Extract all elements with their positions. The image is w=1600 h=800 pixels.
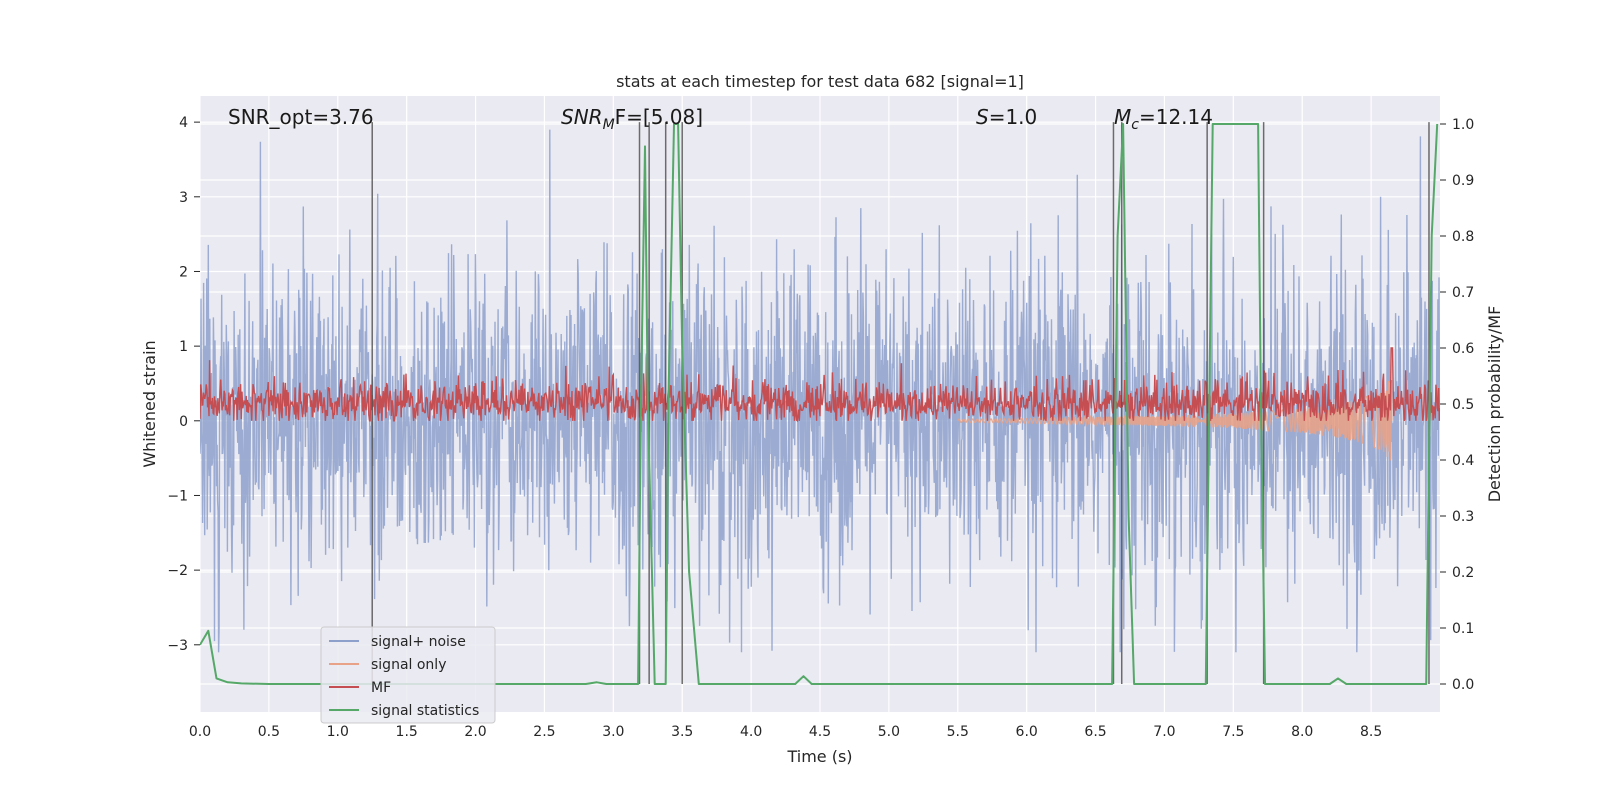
x-tick-label: 3.5 xyxy=(671,724,693,740)
y-right-tick-label: 0.1 xyxy=(1452,621,1474,637)
legend-label-signal-only: signal only xyxy=(371,657,446,673)
annotation-snr-mf-symbol: SNR xyxy=(561,105,603,129)
y-right-tick-labels: 1.0 0.9 0.8 0.7 0.6 0.5 0.4 0.3 0.2 0.1 0.0 xyxy=(1440,117,1474,693)
y-right-tick-label: 0.7 xyxy=(1452,285,1474,301)
x-tick-label: 8.5 xyxy=(1360,724,1382,740)
x-tick-label: 5.5 xyxy=(947,724,969,740)
x-tick-label: 8.0 xyxy=(1291,724,1313,740)
y-right-tick-label: 0.0 xyxy=(1452,677,1474,693)
x-tick-label: 5.0 xyxy=(878,724,900,740)
x-tick-label: 1.5 xyxy=(396,724,418,740)
legend: signal+ noise signal only MF signal stat… xyxy=(320,626,496,724)
x-tick-label: 7.5 xyxy=(1222,724,1244,740)
y-right-tick-label: 0.4 xyxy=(1452,453,1474,469)
series-layer xyxy=(200,122,1440,685)
annotation-mc-symbol: M xyxy=(1114,105,1131,129)
legend-label-signal-noise: signal+ noise xyxy=(371,634,466,650)
annotation-snr-opt: SNR_opt=3.76 xyxy=(228,105,374,129)
y-right-tick-label: 1.0 xyxy=(1452,117,1474,133)
y-tick-label: 0 xyxy=(179,414,188,430)
x-axis-label: Time (s) xyxy=(786,747,852,766)
x-tick-label: 6.5 xyxy=(1084,724,1106,740)
y-tick-label: 1 xyxy=(179,339,188,355)
annotation-s-value: =1.0 xyxy=(989,105,1038,129)
signal-only-series xyxy=(957,380,1393,461)
chart-title: stats at each timestep for test data 682… xyxy=(616,72,1024,91)
mf-series xyxy=(200,347,1440,423)
annotation-snr-mf: SNRMF=[5.08] xyxy=(561,105,703,133)
y-tick-label: −2 xyxy=(167,563,188,579)
y-right-tick-label: 0.5 xyxy=(1452,397,1474,413)
x-tick-labels: 0.0 0.5 1.0 1.5 2.0 2.5 3.0 3.5 4.0 4.5 5.0 5.5 6.0 6… xyxy=(189,724,1382,740)
x-tick-label: 4.0 xyxy=(740,724,762,740)
y-right-tick-label: 0.3 xyxy=(1452,509,1474,525)
y-right-tick-label: 0.8 xyxy=(1452,229,1474,245)
signal-statistics-series xyxy=(200,123,1439,685)
y-right-tick-label: 0.6 xyxy=(1452,341,1474,357)
annotation-snr-mf-subscript: M xyxy=(603,117,615,133)
annotation-mc-subscript: c xyxy=(1131,117,1139,133)
legend-box xyxy=(320,626,496,724)
x-tick-label: 1.0 xyxy=(327,724,349,740)
y-tick-label: −1 xyxy=(167,488,188,504)
x-tick-label: 6.0 xyxy=(1016,724,1038,740)
y-right-tick-label: 0.2 xyxy=(1452,565,1474,581)
x-tick-label: 7.0 xyxy=(1153,724,1175,740)
y-tick-labels: 4 3 2 1 0 −1 −2 −3 xyxy=(167,115,200,654)
x-tick-label: 0.0 xyxy=(189,724,211,740)
annotation-s-symbol: S xyxy=(976,105,989,129)
y-right-tick-label: 0.9 xyxy=(1452,173,1474,189)
y-right-axis-label: Detection probability/MF xyxy=(1485,306,1504,503)
annotation-s: S=1.0 xyxy=(976,105,1037,129)
y-tick-label: 2 xyxy=(179,264,188,280)
annotation-mc: Mc=12.14 xyxy=(1114,105,1213,133)
x-tick-label: 0.5 xyxy=(258,724,280,740)
y-tick-label: −3 xyxy=(167,638,188,654)
x-tick-label: 3.0 xyxy=(602,724,624,740)
y-axis-label: Whitened strain xyxy=(140,340,159,467)
y-tick-label: 3 xyxy=(179,190,188,206)
annotation-snr-mf-value: F=[5.08] xyxy=(615,105,703,129)
legend-label-mf: MF xyxy=(371,680,391,696)
annotation-mc-value: =12.14 xyxy=(1139,105,1213,129)
y-tick-label: 4 xyxy=(179,115,188,131)
legend-label-signal-statistics: signal statistics xyxy=(371,703,479,719)
x-tick-label: 4.5 xyxy=(809,724,831,740)
x-tick-label: 2.5 xyxy=(533,724,555,740)
x-tick-label: 2.0 xyxy=(464,724,486,740)
